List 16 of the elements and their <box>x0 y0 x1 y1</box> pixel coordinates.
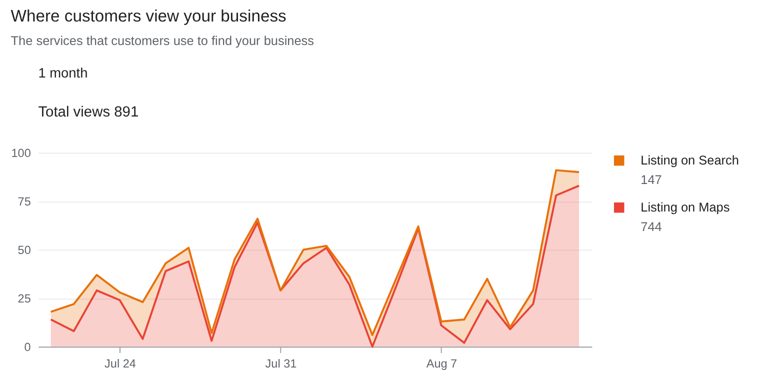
y-tick-label: 100 <box>11 147 32 160</box>
x-tick-label: Jul 31 <box>265 358 297 371</box>
y-tick-label: 25 <box>18 292 32 306</box>
y-tick-label: 0 <box>24 341 32 354</box>
text: 147 <box>640 172 662 188</box>
legend-label: Listing on Search <box>640 152 739 168</box>
chart-subtitle: The services that customers use to find your business <box>10 32 314 48</box>
y-tick-label: 75 <box>18 196 32 209</box>
y-tick-label: 50 <box>18 244 32 258</box>
legend-label: Listing on Maps <box>640 200 730 214</box>
x-tick-label: Jul 24 <box>104 358 136 371</box>
text: 1 month <box>38 65 88 80</box>
x-tick-label: Aug 7 <box>426 358 458 371</box>
text: 744 <box>640 219 662 234</box>
chart-title: Where customers view your business <box>10 6 286 26</box>
text: Total views 891 <box>38 104 139 120</box>
